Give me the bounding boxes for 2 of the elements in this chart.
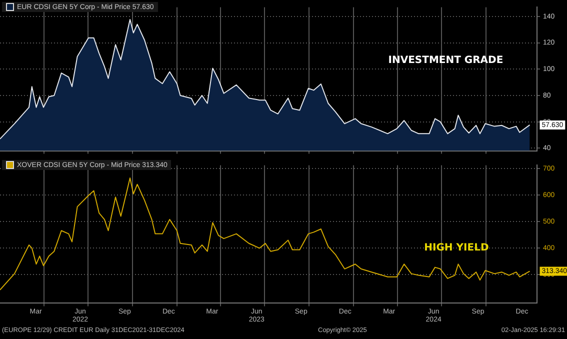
annotation: HIGH YIELD	[424, 242, 489, 254]
annotation: INVESTMENT GRADE	[388, 54, 504, 66]
